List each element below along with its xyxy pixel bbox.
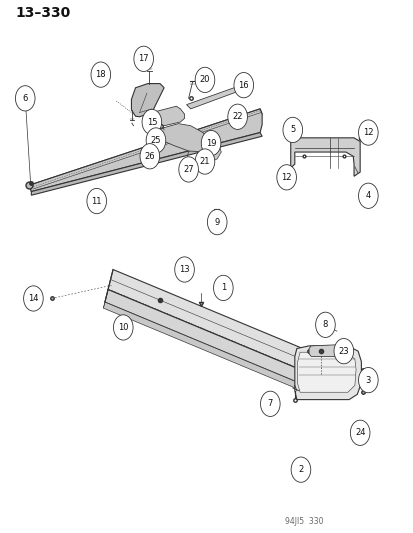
Text: 23: 23 — [338, 346, 348, 356]
Circle shape — [333, 338, 353, 364]
Text: 16: 16 — [238, 80, 249, 90]
Text: 25: 25 — [150, 136, 161, 145]
Circle shape — [213, 276, 233, 301]
Polygon shape — [104, 289, 304, 384]
Circle shape — [282, 117, 302, 142]
Text: 20: 20 — [199, 75, 210, 84]
Text: 7: 7 — [267, 399, 272, 408]
Circle shape — [195, 149, 214, 174]
Polygon shape — [294, 346, 361, 400]
Polygon shape — [150, 106, 184, 126]
Text: 94JI5  330: 94JI5 330 — [284, 517, 322, 526]
Text: 6: 6 — [22, 94, 28, 103]
Circle shape — [201, 131, 221, 156]
Circle shape — [290, 457, 310, 482]
Text: 11: 11 — [91, 197, 102, 206]
Polygon shape — [108, 270, 309, 371]
Text: 26: 26 — [144, 152, 155, 161]
Polygon shape — [154, 124, 211, 152]
Circle shape — [260, 391, 280, 416]
Circle shape — [358, 367, 377, 393]
Polygon shape — [186, 84, 247, 109]
Text: 8: 8 — [322, 320, 328, 329]
Circle shape — [140, 143, 159, 169]
Text: 1: 1 — [220, 284, 225, 293]
Circle shape — [227, 104, 247, 130]
Circle shape — [195, 67, 214, 93]
Polygon shape — [103, 302, 300, 390]
Text: 24: 24 — [354, 429, 365, 437]
Circle shape — [358, 120, 377, 145]
Circle shape — [146, 128, 165, 153]
Polygon shape — [309, 345, 337, 357]
Text: 4: 4 — [365, 191, 370, 200]
Text: 21: 21 — [199, 157, 210, 166]
Text: 27: 27 — [183, 165, 193, 174]
Circle shape — [315, 312, 335, 337]
Circle shape — [358, 183, 377, 208]
Text: 14: 14 — [28, 294, 38, 303]
Circle shape — [15, 86, 35, 111]
Circle shape — [133, 46, 153, 71]
Circle shape — [113, 315, 133, 340]
Polygon shape — [131, 84, 164, 117]
Circle shape — [174, 257, 194, 282]
Text: 19: 19 — [205, 139, 216, 148]
Circle shape — [91, 62, 110, 87]
Text: 15: 15 — [146, 117, 157, 126]
Circle shape — [349, 420, 369, 446]
Text: 13–330: 13–330 — [15, 6, 70, 20]
Circle shape — [178, 157, 198, 182]
Text: 12: 12 — [362, 128, 373, 137]
Text: 17: 17 — [138, 54, 149, 63]
Circle shape — [207, 209, 226, 235]
Text: 9: 9 — [214, 217, 219, 227]
Polygon shape — [29, 109, 261, 191]
Circle shape — [233, 72, 253, 98]
Text: 5: 5 — [290, 125, 295, 134]
Polygon shape — [31, 133, 261, 195]
Circle shape — [87, 188, 106, 214]
Polygon shape — [200, 142, 221, 161]
Text: 12: 12 — [281, 173, 291, 182]
Text: 10: 10 — [118, 323, 128, 332]
Polygon shape — [29, 109, 261, 191]
Polygon shape — [297, 352, 355, 392]
Text: 13: 13 — [179, 265, 190, 274]
Text: 22: 22 — [232, 112, 242, 122]
Circle shape — [24, 286, 43, 311]
Text: 3: 3 — [365, 376, 370, 385]
Text: 2: 2 — [298, 465, 303, 474]
Polygon shape — [290, 138, 359, 176]
Circle shape — [142, 109, 161, 135]
Text: 18: 18 — [95, 70, 106, 79]
Circle shape — [276, 165, 296, 190]
